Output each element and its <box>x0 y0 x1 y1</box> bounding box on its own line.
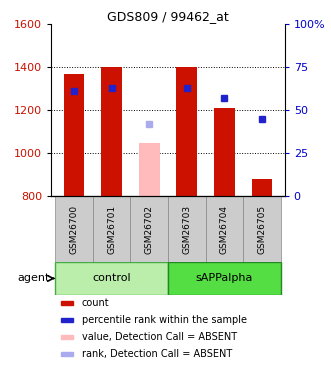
Bar <box>176 68 197 196</box>
FancyBboxPatch shape <box>168 262 281 295</box>
Bar <box>61 352 73 356</box>
FancyBboxPatch shape <box>130 196 168 262</box>
Text: GSM26703: GSM26703 <box>182 205 191 254</box>
FancyBboxPatch shape <box>168 196 206 262</box>
Bar <box>61 335 73 339</box>
Bar <box>64 74 84 196</box>
FancyBboxPatch shape <box>243 196 281 262</box>
Text: GSM26700: GSM26700 <box>70 205 78 254</box>
Text: control: control <box>92 273 131 284</box>
Text: GSM26702: GSM26702 <box>145 205 154 254</box>
Bar <box>61 318 73 322</box>
Text: value, Detection Call = ABSENT: value, Detection Call = ABSENT <box>82 332 237 342</box>
FancyBboxPatch shape <box>55 262 168 295</box>
Bar <box>252 179 272 196</box>
Bar <box>139 142 160 196</box>
Text: rank, Detection Call = ABSENT: rank, Detection Call = ABSENT <box>82 349 232 358</box>
FancyBboxPatch shape <box>55 196 93 262</box>
Bar <box>61 302 73 305</box>
Text: GSM26705: GSM26705 <box>258 205 266 254</box>
Text: percentile rank within the sample: percentile rank within the sample <box>82 315 247 325</box>
Text: agent: agent <box>17 273 49 284</box>
FancyBboxPatch shape <box>93 196 130 262</box>
Text: sAPPalpha: sAPPalpha <box>196 273 253 284</box>
Text: GSM26701: GSM26701 <box>107 205 116 254</box>
Text: GSM26704: GSM26704 <box>220 205 229 254</box>
Title: GDS809 / 99462_at: GDS809 / 99462_at <box>107 10 229 23</box>
Bar <box>101 68 122 196</box>
FancyBboxPatch shape <box>206 196 243 262</box>
Text: count: count <box>82 298 109 308</box>
Bar <box>214 108 235 196</box>
